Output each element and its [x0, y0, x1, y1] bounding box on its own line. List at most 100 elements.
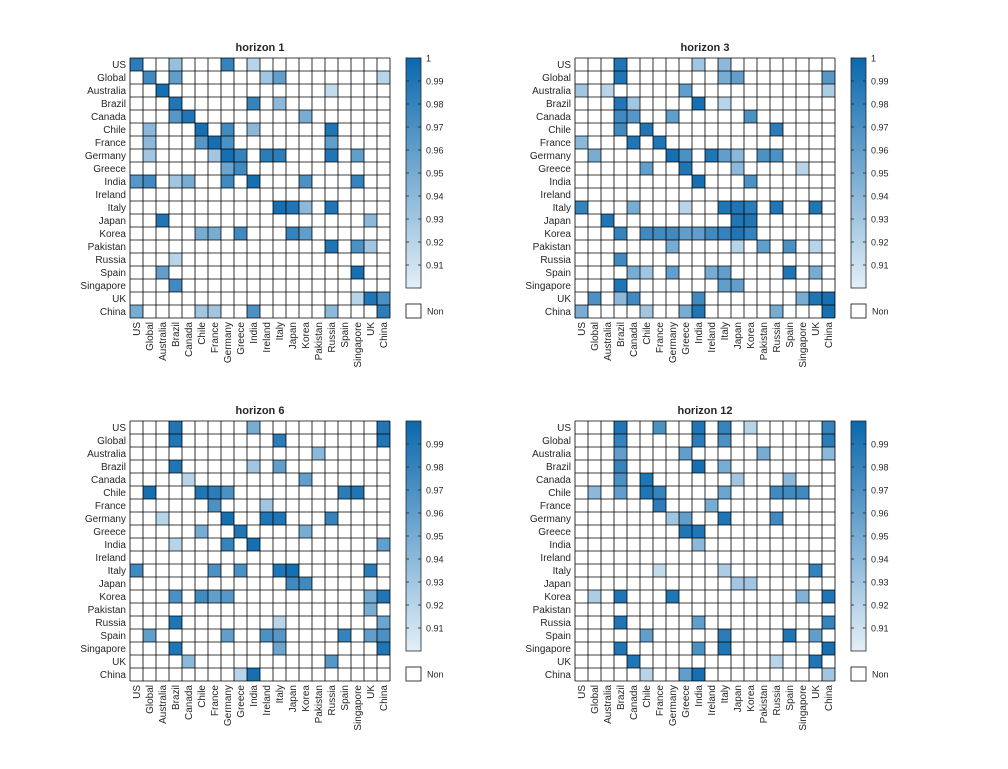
heatmap-cell	[351, 266, 364, 279]
column-label: Greece	[236, 685, 247, 718]
heatmap-cell	[653, 499, 666, 512]
heatmap-cell	[575, 136, 588, 149]
heatmap-cell	[731, 227, 744, 240]
heatmap-cell	[627, 292, 640, 305]
row-label: Australia	[87, 86, 126, 97]
row-label: France	[540, 501, 572, 512]
colorbar-tick-label: 0.96	[871, 509, 889, 519]
colorbar-tick-label: 1	[426, 54, 431, 64]
heatmap-cell	[692, 525, 705, 538]
heatmap-cell	[169, 253, 182, 266]
heatmap-cell	[614, 447, 627, 460]
column-label: China	[824, 322, 835, 349]
non-legend-box	[850, 303, 867, 319]
heatmap-cell	[286, 201, 299, 214]
heatmap-cell	[156, 512, 169, 525]
row-label: Italy	[553, 566, 571, 577]
colorbar-tick-label: 0.94	[426, 555, 444, 565]
colorbar-tick-label: 0.96	[426, 146, 444, 156]
heatmap-cell	[627, 97, 640, 110]
heatmap-cell	[364, 590, 377, 603]
heatmap-cell	[770, 486, 783, 499]
non-legend-label: Non	[872, 670, 889, 680]
heatmap-cell	[273, 629, 286, 642]
heatmap-cell	[614, 58, 627, 71]
column-label: Chile	[197, 685, 208, 708]
heatmap-cell	[822, 292, 835, 305]
row-label: Canada	[536, 112, 571, 123]
heatmap-cell	[809, 266, 822, 279]
colorbar-tick-label: 0.97	[426, 486, 444, 496]
heatmap-cell	[575, 201, 588, 214]
heatmap-cell	[692, 668, 705, 681]
row-label: UK	[112, 657, 126, 668]
row-label: Spain	[100, 631, 126, 642]
heatmap-cell	[614, 616, 627, 629]
heatmap-cell	[692, 175, 705, 188]
row-label: Italy	[108, 203, 126, 214]
heatmap-cell	[614, 642, 627, 655]
heatmap-cell	[614, 97, 627, 110]
heatmap-cell	[260, 629, 273, 642]
row-label: Singapore	[80, 281, 126, 292]
heatmap-cell	[627, 655, 640, 668]
non-legend-label: Non	[427, 307, 444, 317]
heatmap-cell	[679, 201, 692, 214]
heatmap-cell	[247, 538, 260, 551]
heatmap-cell	[640, 473, 653, 486]
heatmap-cell	[822, 305, 835, 318]
heatmap-cell	[731, 473, 744, 486]
heatmap-cell	[169, 279, 182, 292]
heatmap-cell	[169, 71, 182, 84]
heatmap-cell	[273, 201, 286, 214]
heatmap-cell	[377, 616, 390, 629]
column-label: Russia	[327, 685, 338, 716]
heatmap-cell	[666, 149, 679, 162]
heatmap-cell	[377, 421, 390, 434]
column-label: Australia	[158, 322, 169, 361]
colorbar-tick-label: 0.98	[871, 100, 889, 110]
column-label: Canada	[184, 685, 195, 720]
heatmap-cell	[325, 240, 338, 253]
heatmap-cell	[614, 110, 627, 123]
row-label: France	[95, 138, 127, 149]
heatmap-cell	[653, 136, 666, 149]
heatmap-cell	[679, 305, 692, 318]
heatmap-cell	[614, 123, 627, 136]
heatmap-cell	[169, 642, 182, 655]
column-label: Canada	[629, 685, 640, 720]
colorbar-tick-label: 0.98	[426, 463, 444, 473]
colorbar-tick-label: 0.97	[871, 123, 889, 133]
heatmap-cell	[653, 486, 666, 499]
row-label: Germany	[530, 514, 571, 525]
heatmap-cell	[169, 421, 182, 434]
column-label: Germany	[223, 322, 234, 363]
heatmap-cell	[783, 486, 796, 499]
heatmap-cell	[130, 564, 143, 577]
heatmap-cell	[809, 564, 822, 577]
row-label: China	[100, 307, 127, 318]
heatmap-cell	[718, 642, 731, 655]
column-label: Brazil	[616, 685, 627, 710]
column-label: Spain	[785, 322, 796, 348]
heatmap-cell	[692, 538, 705, 551]
heatmap-cell	[234, 668, 247, 681]
heatmap-cell	[325, 84, 338, 97]
heatmap-cell	[653, 227, 666, 240]
heatmap-cell	[783, 629, 796, 642]
heatmap-cell	[744, 421, 757, 434]
heatmap-cell	[247, 175, 260, 188]
heatmap-cell	[744, 227, 757, 240]
heatmap-cell	[809, 655, 822, 668]
column-label: Brazil	[616, 322, 627, 347]
column-label: France	[655, 322, 666, 354]
heatmap-cell	[377, 590, 390, 603]
row-label: Italy	[553, 203, 571, 214]
heatmap-cell	[260, 71, 273, 84]
column-label: Brazil	[171, 685, 182, 710]
heatmap-cell	[692, 642, 705, 655]
colorbar-tick-label: 0.93	[426, 578, 444, 588]
heatmap-cell	[286, 227, 299, 240]
row-label: Russia	[540, 618, 571, 629]
heatmap-cell	[364, 214, 377, 227]
